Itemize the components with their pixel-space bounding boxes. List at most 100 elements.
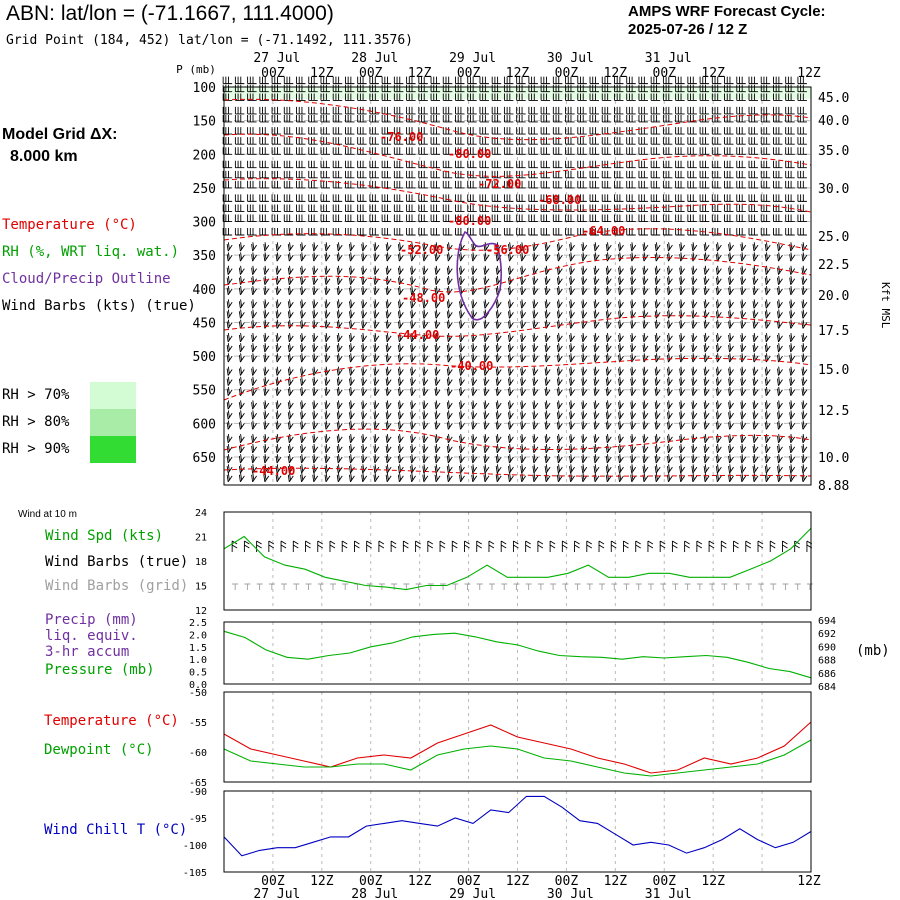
wind-barb [373,343,380,353]
wind-barb [503,180,514,189]
wind-barb [312,454,319,464]
wind-barb [320,84,330,93]
wind-barb [491,93,502,101]
wind-barb [483,275,490,285]
wind-barb [324,252,331,262]
wind-barb [605,464,612,474]
wind-barb [801,454,808,464]
wind-barb [650,214,661,222]
temperature-contour [223,467,812,477]
wind-barb [789,410,796,420]
wind-barb [344,170,355,179]
wind-barb [728,472,734,483]
wind-barb [422,400,429,410]
wind-barb [348,285,355,296]
wind-barb [483,343,490,353]
temperature-line [223,721,812,774]
legend-rh70: RH > 70% [2,387,70,403]
wind-barb-true [733,540,739,552]
wind-barb [483,420,490,430]
wind-barb [385,400,392,410]
wind-barb-grid [611,583,618,590]
wind-barb [312,309,319,319]
wind-barb [654,420,661,430]
wind-barb [287,319,294,329]
wind-barb [544,285,551,296]
wind-barb [642,386,649,396]
wind-barb [385,454,392,464]
wind-barb [773,84,783,93]
wind-barb [516,76,526,85]
wind-tick-label: 24 [195,508,207,519]
wind-barb [654,433,661,444]
bottom-hour-label: 12Z [506,874,530,889]
wind-barb [614,76,624,85]
wind-barb [605,366,612,376]
wind-barb [650,204,661,212]
wind-tick-label: 12 [195,606,207,617]
wind-barb [638,76,648,85]
wind-barb [283,127,294,135]
wind-barb [699,204,710,212]
wind-barb [507,433,514,444]
wind-barb [638,180,648,189]
wind-barb [577,180,587,189]
wind-barb [369,228,379,236]
wind-barb [308,170,318,179]
wind-barb [789,376,796,386]
legend-wind-barbs: Wind Barbs (kts) (true) [2,298,196,314]
wind-barb [361,285,368,296]
wind-barb [715,319,722,329]
wind-barb [459,472,465,483]
wind-barb [801,410,808,420]
wind-barb [226,410,233,420]
temperature-tick-label: -50 [189,688,207,699]
wind-barb [422,299,429,309]
wind-barb [418,147,428,155]
wind-barb [222,180,233,189]
bottom-hour-label: 00Z [555,874,579,889]
wind-barb [687,84,697,93]
wind-barb [528,214,538,222]
wind-barb [369,84,379,93]
wind-barb [724,160,734,169]
wind-barb [703,343,710,353]
wind-barb [618,319,624,329]
wind-barb [740,464,747,474]
wind-barb [740,400,747,410]
wind-barb [446,319,453,329]
legend-cloud: Cloud/Precip Outline [2,271,171,287]
wind-barb [324,410,331,420]
wind-barb [789,252,796,262]
wind-barb [569,366,575,376]
wind-barb [369,114,379,123]
wind-barb [381,114,392,123]
wind-barb [764,285,771,296]
wind-barb [312,366,319,376]
legend-wind-chill: Wind Chill T (°C) [44,822,188,838]
wind-barb [650,147,661,155]
wind-barb [336,299,343,309]
wind-barb [724,106,734,115]
wind-barb [666,343,673,353]
wind-barb [344,147,355,155]
wind-barb [556,275,563,285]
wind-barb [748,127,759,135]
wind-barb [324,265,331,275]
wind-barb [324,376,331,386]
wind-barb [348,433,355,444]
wind-barb [259,147,269,155]
wind-barb [654,386,661,396]
wind-barb [675,194,685,202]
wind-barb [495,366,502,376]
wind-barb [601,170,612,179]
wind-barb [238,265,245,275]
wind-barb [373,464,380,474]
wind-barb [715,333,722,343]
wind-barb [777,472,783,483]
wind-barb [503,93,514,101]
wind-barb [614,147,624,155]
wind-barb [312,353,319,363]
wind-barb [495,444,502,454]
wind-barb [630,464,637,474]
